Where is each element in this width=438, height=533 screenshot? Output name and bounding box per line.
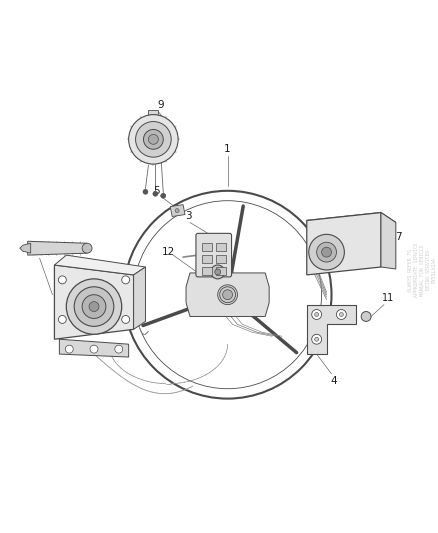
Circle shape bbox=[122, 316, 130, 324]
Polygon shape bbox=[60, 339, 129, 357]
Polygon shape bbox=[54, 265, 134, 339]
Circle shape bbox=[218, 285, 237, 304]
Circle shape bbox=[74, 287, 114, 326]
Circle shape bbox=[210, 277, 245, 312]
Text: 1: 1 bbox=[224, 144, 231, 154]
Circle shape bbox=[211, 265, 225, 279]
Polygon shape bbox=[307, 304, 356, 354]
Circle shape bbox=[175, 208, 179, 213]
Circle shape bbox=[143, 189, 148, 194]
Circle shape bbox=[321, 247, 332, 257]
Circle shape bbox=[58, 276, 66, 284]
Circle shape bbox=[115, 345, 123, 353]
Text: 8: 8 bbox=[216, 248, 223, 258]
Circle shape bbox=[161, 193, 166, 198]
Circle shape bbox=[314, 312, 318, 317]
Circle shape bbox=[220, 287, 236, 303]
FancyBboxPatch shape bbox=[196, 233, 232, 277]
Circle shape bbox=[309, 235, 344, 270]
Polygon shape bbox=[381, 213, 396, 269]
Circle shape bbox=[58, 316, 66, 324]
Circle shape bbox=[82, 295, 106, 318]
Circle shape bbox=[90, 345, 98, 353]
Polygon shape bbox=[28, 241, 87, 255]
Circle shape bbox=[136, 122, 171, 157]
Text: 11: 11 bbox=[382, 293, 394, 303]
Circle shape bbox=[82, 243, 92, 253]
Circle shape bbox=[223, 290, 233, 300]
Text: 6: 6 bbox=[32, 247, 38, 257]
Text: ALWAYS REFER TO
APPROPRIATE SERVICE
MANUAL FOR VEHICLE
BEING SERVICED
RY55LAZAA: ALWAYS REFER TO APPROPRIATE SERVICE MANU… bbox=[409, 243, 437, 297]
Circle shape bbox=[122, 276, 130, 284]
Text: 4: 4 bbox=[330, 376, 337, 386]
Circle shape bbox=[336, 310, 346, 319]
Bar bbox=[202, 267, 212, 275]
Text: 7: 7 bbox=[396, 232, 402, 243]
Text: 12: 12 bbox=[162, 247, 175, 257]
Polygon shape bbox=[170, 205, 185, 216]
Circle shape bbox=[215, 269, 221, 275]
Bar bbox=[216, 267, 226, 275]
Bar bbox=[202, 255, 212, 263]
Circle shape bbox=[312, 310, 321, 319]
Circle shape bbox=[153, 191, 158, 196]
Polygon shape bbox=[186, 273, 269, 317]
Circle shape bbox=[314, 337, 318, 341]
Bar bbox=[148, 110, 158, 116]
Bar bbox=[202, 243, 212, 251]
Polygon shape bbox=[134, 267, 145, 329]
Bar bbox=[216, 243, 226, 251]
Text: 5: 5 bbox=[153, 186, 160, 196]
Circle shape bbox=[66, 279, 122, 334]
Circle shape bbox=[148, 134, 158, 144]
Circle shape bbox=[144, 130, 163, 149]
Circle shape bbox=[89, 302, 99, 311]
Text: 3: 3 bbox=[185, 211, 191, 221]
Bar bbox=[216, 255, 226, 263]
Polygon shape bbox=[54, 255, 145, 275]
Polygon shape bbox=[307, 213, 381, 275]
Circle shape bbox=[361, 311, 371, 321]
Text: 9: 9 bbox=[157, 100, 164, 110]
Circle shape bbox=[312, 334, 321, 344]
Polygon shape bbox=[20, 243, 31, 253]
Circle shape bbox=[317, 243, 336, 262]
Circle shape bbox=[129, 115, 178, 164]
Circle shape bbox=[339, 312, 343, 317]
Polygon shape bbox=[307, 213, 396, 230]
Circle shape bbox=[65, 345, 73, 353]
